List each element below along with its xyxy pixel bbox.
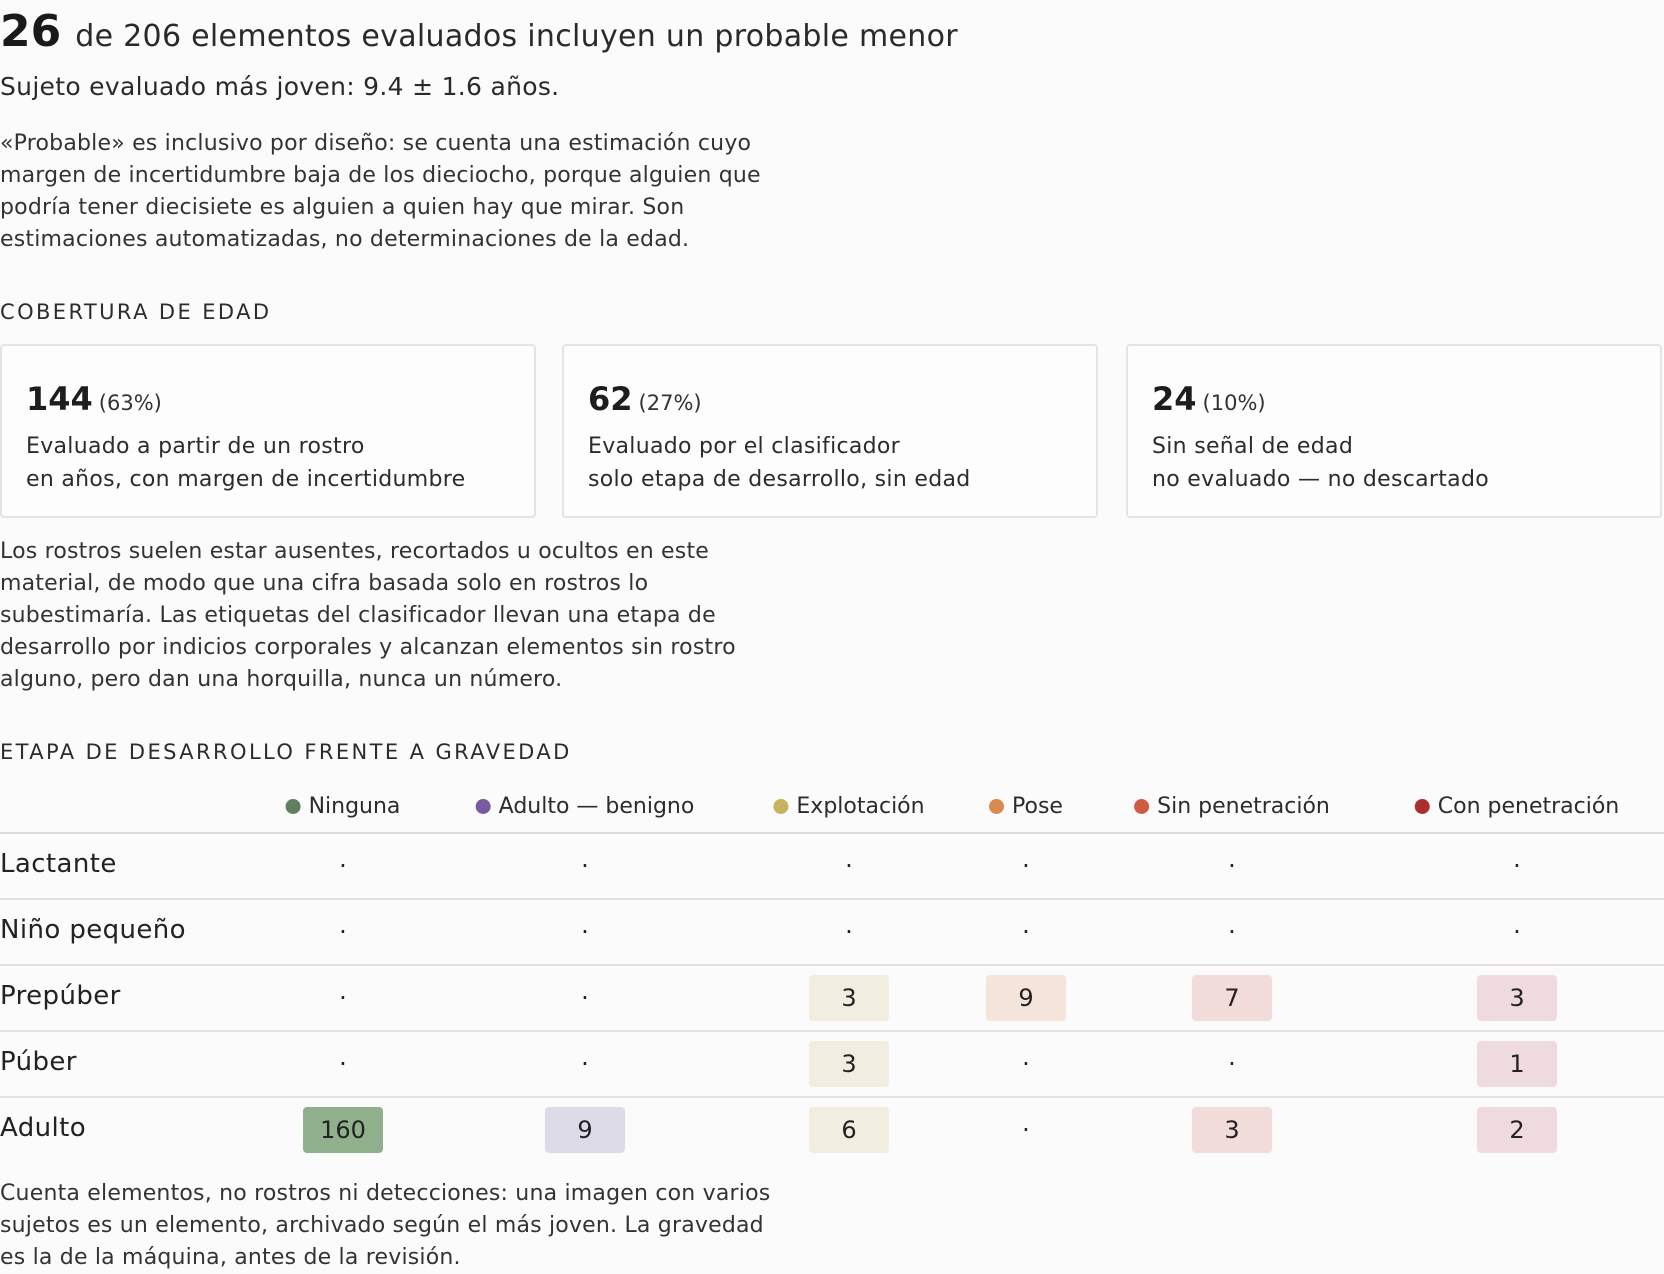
coverage-percent: (10%) [1202, 391, 1266, 415]
severity-label: Pose [1012, 794, 1063, 819]
severity-label: Explotación [796, 794, 925, 819]
coverage-note: Los rostros suelen estar ausentes, recor… [0, 539, 736, 692]
matrix-row: Lactante · · · · · · [0, 834, 1664, 900]
matrix-cell-empty: · [339, 984, 347, 1012]
severity-dot-icon [773, 799, 789, 814]
matrix-cell-count: 2 [1477, 1107, 1557, 1153]
severity-dot-icon [475, 799, 491, 814]
matrix-header: Ninguna Adulto — benigno Explotación Pose Si… [0, 786, 1664, 834]
matrix-cell-empty: · [1022, 1116, 1030, 1144]
matrix-cell-empty: · [581, 852, 589, 880]
matrix-row: Prepúber · · 3 9 7 3 [0, 966, 1664, 1032]
headline-count: 26 [0, 6, 62, 57]
coverage-card-classifier: 62 (27%) Evaluado por el clasificador sol… [562, 344, 1098, 518]
matrix-cell-count: 7 [1192, 975, 1272, 1021]
matrix-cell-empty: · [1022, 1050, 1030, 1078]
stage-severity-matrix: Ninguna Adulto — benigno Explotación Pose Si… [0, 786, 1664, 1162]
matrix-row: Niño pequeño · · · · · · [0, 900, 1664, 966]
coverage-label: Sin señal de edad [1152, 434, 1354, 459]
stage-label: Púber [0, 1047, 77, 1077]
matrix-cell-empty: · [1022, 852, 1030, 880]
coverage-label: Evaluado por el clasificador [588, 434, 901, 459]
matrix-cell-empty: · [581, 1050, 589, 1078]
severity-dot-icon [1414, 799, 1430, 814]
coverage-count: 144 [26, 380, 93, 418]
headline: 26 de 206 elementos evaluados incluyen u… [0, 6, 958, 57]
stage-label: Adulto [0, 1113, 87, 1143]
coverage-percent: (27%) [638, 391, 702, 415]
stage-label: Lactante [0, 849, 117, 879]
matrix-cell-count: 9 [986, 975, 1066, 1021]
coverage-card-no-signal: 24 (10%) Sin señal de edad no evaluado — … [1126, 344, 1662, 518]
matrix-cell-empty: · [581, 918, 589, 946]
severity-column-header: Explotación [773, 794, 925, 819]
coverage-detail: no evaluado — no descartado [1152, 467, 1489, 492]
severity-label: Con penetración [1437, 794, 1620, 819]
severity-label: Ninguna [308, 794, 401, 819]
matrix-cell-empty: · [1022, 918, 1030, 946]
headline-text: de 206 elementos evaluados incluyen un p… [75, 19, 958, 54]
severity-dot-icon [1134, 799, 1150, 814]
matrix-row: Púber · · 3 · · 1 [0, 1032, 1664, 1098]
matrix-cell-count: 3 [1477, 975, 1557, 1021]
matrix-cell-empty: · [1228, 918, 1236, 946]
coverage-label: Evaluado a partir de un rostro [26, 434, 365, 459]
matrix-cell-count: 9 [545, 1107, 625, 1153]
matrix-cell-empty: · [339, 918, 347, 946]
matrix-cell-count: 6 [809, 1107, 889, 1153]
severity-dot-icon [989, 799, 1005, 814]
stage-label: Niño pequeño [0, 915, 186, 945]
intro-paragraph: «Probable» es inclusivo por diseño: se c… [0, 131, 761, 252]
matrix-section-title: ETAPA DE DESARROLLO FRENTE A GRAVEDAD [0, 740, 572, 764]
coverage-detail: solo etapa de desarrollo, sin edad [588, 467, 971, 492]
severity-dot-icon [285, 799, 301, 814]
coverage-section-title: COBERTURA DE EDAD [0, 300, 272, 324]
matrix-row: Adulto 160 9 6 · 3 2 [0, 1098, 1664, 1162]
severity-label: Adulto — benigno [498, 794, 695, 819]
matrix-cell-empty: · [1228, 852, 1236, 880]
matrix-cell-empty: · [1513, 918, 1521, 946]
matrix-cell-empty: · [339, 1050, 347, 1078]
severity-column-header: Sin penetración [1134, 794, 1330, 819]
coverage-detail: en años, con margen de incertidumbre [26, 467, 466, 492]
matrix-cell-empty: · [845, 918, 853, 946]
coverage-card-face: 144 (63%) Evaluado a partir de un rostro … [0, 344, 536, 518]
coverage-count: 62 [588, 380, 633, 418]
severity-column-header: Adulto — benigno [475, 794, 695, 819]
youngest-subject: Sujeto evaluado más joven: 9.4 ± 1.6 año… [0, 72, 560, 101]
matrix-cell-empty: · [339, 852, 347, 880]
matrix-cell-empty: · [845, 852, 853, 880]
matrix-cell-empty: · [1228, 1050, 1236, 1078]
matrix-cell-empty: · [581, 984, 589, 1012]
severity-column-header: Con penetración [1414, 794, 1620, 819]
severity-column-header: Ninguna [285, 794, 401, 819]
coverage-count: 24 [1152, 380, 1197, 418]
matrix-cell-count: 3 [809, 975, 889, 1021]
matrix-cell-empty: · [1513, 852, 1521, 880]
matrix-cell-count: 160 [303, 1107, 383, 1153]
matrix-cell-count: 3 [1192, 1107, 1272, 1153]
matrix-cell-count: 1 [1477, 1041, 1557, 1087]
matrix-cell-count: 3 [809, 1041, 889, 1087]
coverage-percent: (63%) [98, 391, 162, 415]
severity-label: Sin penetración [1157, 794, 1330, 819]
stage-label: Prepúber [0, 981, 121, 1011]
severity-column-header: Pose [989, 794, 1063, 819]
matrix-note: Cuenta elementos, no rostros ni deteccio… [0, 1181, 771, 1270]
